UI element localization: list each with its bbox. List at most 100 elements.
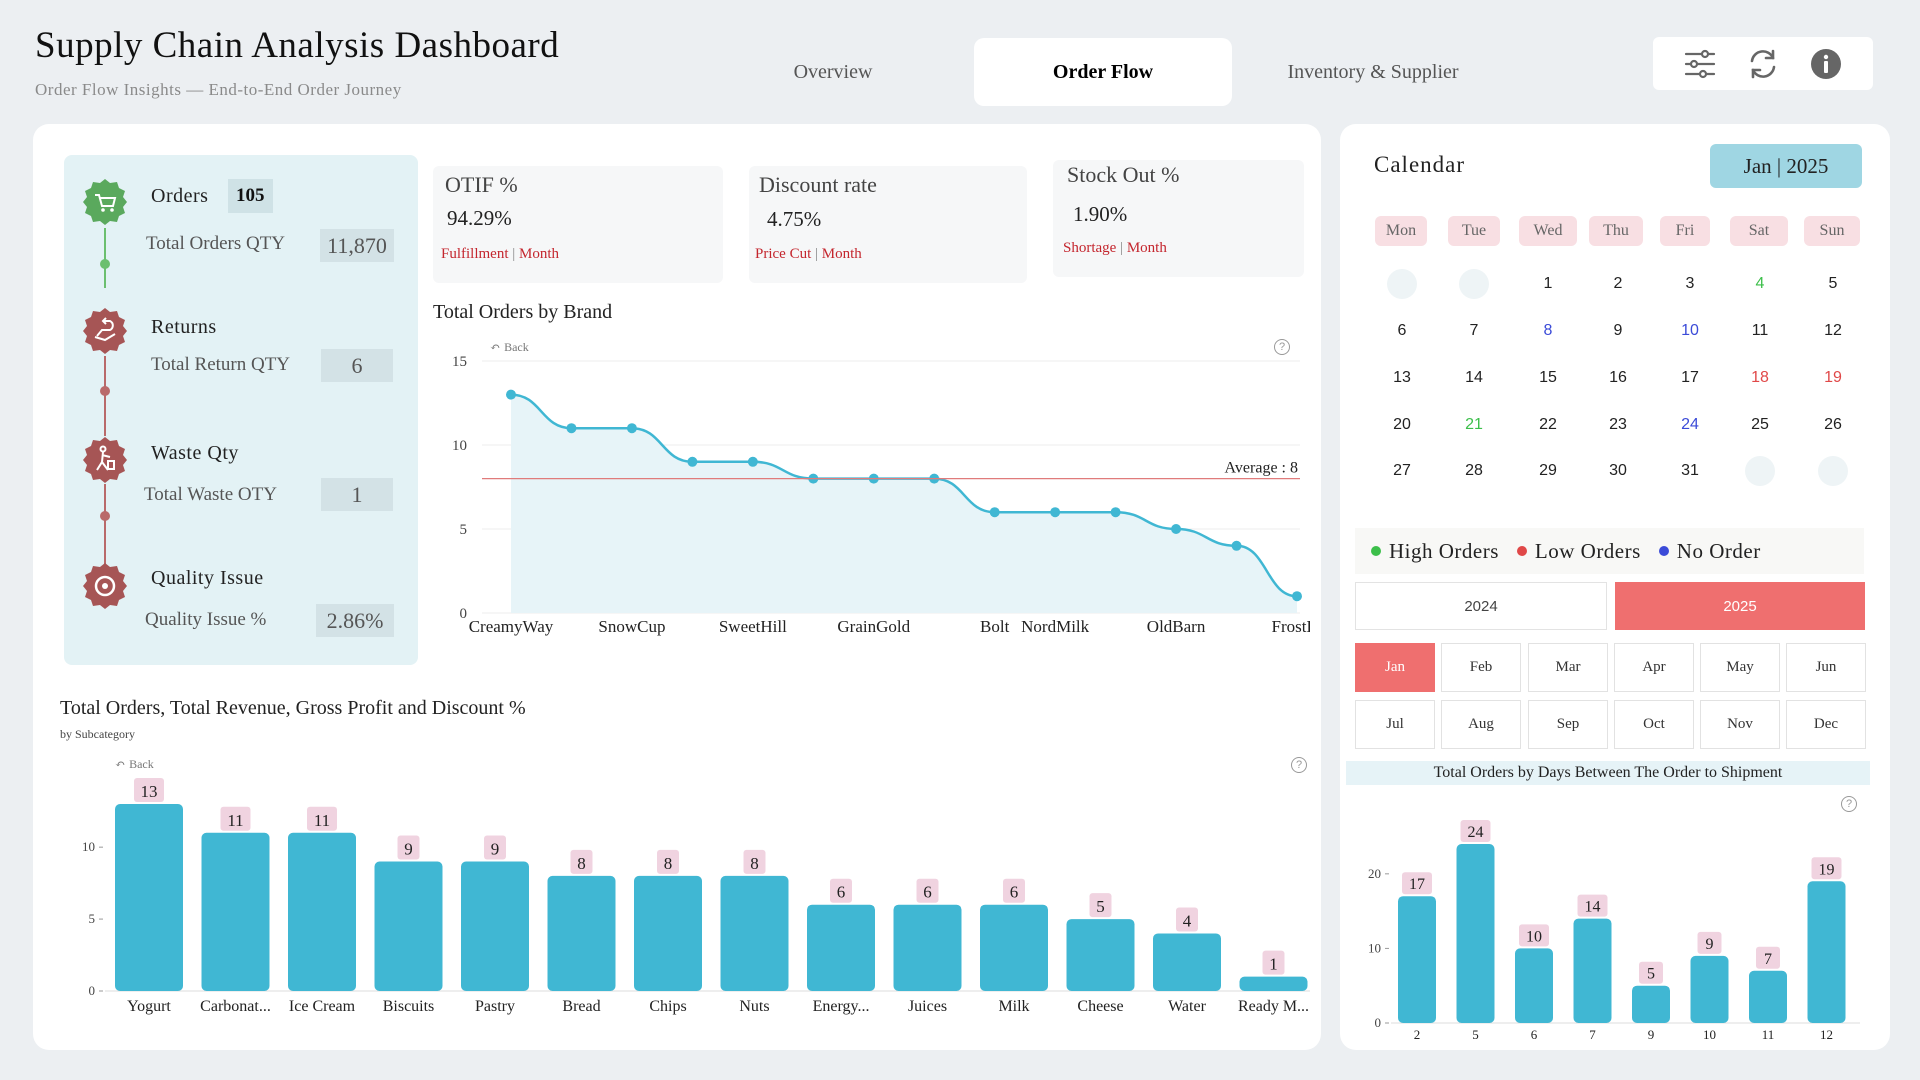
tab-overview[interactable]: Overview [793,60,873,83]
year-button-2024[interactable]: 2024 [1355,582,1607,630]
total-waste-value: 1 [321,478,393,511]
weekday-sat: Sat [1730,216,1788,246]
calendar-day[interactable]: 7 [1469,322,1479,339]
data-label: 8 [750,854,759,873]
calendar-day[interactable]: 11 [1751,322,1769,339]
month-button-jun[interactable]: Jun [1786,643,1866,692]
y-tick-label: 20 [1368,866,1381,881]
calendar-day[interactable]: 28 [1465,462,1483,479]
legend-high: High Orders [1371,539,1499,564]
timeline-connector [104,228,106,288]
calendar-day[interactable]: 10 [1681,322,1699,339]
subcat-back-button[interactable]: ↶ Back [115,757,154,771]
brand-help-icon[interactable]: ? [1274,339,1290,355]
bar [547,875,616,991]
month-button-apr[interactable]: Apr [1614,643,1694,692]
calendar-day[interactable]: 14 [1465,369,1483,386]
ship-help-icon[interactable]: ? [1841,796,1857,812]
filter-sliders-icon[interactable] [1680,44,1720,84]
x-tick-label: Milk [998,998,1029,1015]
calendar-day[interactable]: 22 [1539,416,1557,433]
x-tick-label: 6 [1531,1027,1538,1042]
kpi-card-stockout: Stock Out % 1.90% Shortage | Month [1053,160,1304,277]
calendar-day[interactable]: 3 [1685,275,1695,292]
calendar-day[interactable]: 6 [1397,322,1407,339]
month-button-may[interactable]: May [1700,643,1780,692]
month-button-sep[interactable]: Sep [1528,700,1608,749]
calendar-day[interactable]: 27 [1393,462,1411,479]
kpi-card-title: Stock Out % [1067,162,1180,187]
data-label: 1 [1269,955,1278,974]
x-tick-label: SnowCup [598,617,665,636]
legend-dot [1516,546,1527,556]
bar [1749,970,1787,1023]
calendar-month-selector[interactable]: Jan | 2025 [1710,144,1862,188]
calendar-day[interactable]: 18 [1751,369,1769,386]
calendar-day[interactable]: 29 [1539,462,1557,479]
month-button-aug[interactable]: Aug [1441,700,1521,749]
month-button-nov[interactable]: Nov [1700,700,1780,749]
data-label-bg [1460,820,1491,842]
calendar-day[interactable]: 9 [1613,322,1623,339]
year-button-2025[interactable]: 2025 [1615,582,1865,630]
subcat-help-icon[interactable]: ? [1291,757,1307,773]
month-button-jul[interactable]: Jul [1355,700,1435,749]
data-label: 5 [1647,966,1655,983]
calendar-day[interactable]: 19 [1824,369,1842,386]
data-label-bg [830,878,852,903]
calendar-day[interactable]: 2 [1613,275,1623,292]
refresh-icon[interactable] [1743,44,1783,84]
calendar-day[interactable]: 20 [1393,416,1411,433]
calendar-day[interactable]: 1 [1543,275,1553,292]
calendar-day[interactable]: 25 [1751,416,1769,433]
calendar-day[interactable]: 31 [1681,462,1699,479]
info-icon[interactable] [1806,44,1846,84]
calendar-day[interactable]: 12 [1824,322,1842,339]
calendar-day[interactable]: 15 [1539,369,1557,386]
x-tick-label: 11 [1762,1027,1775,1042]
month-button-feb[interactable]: Feb [1441,643,1521,692]
x-tick-label: Bread [562,998,600,1015]
calendar-day[interactable]: 21 [1465,416,1483,433]
month-button-oct[interactable]: Oct [1614,700,1694,749]
month-button-jan[interactable]: Jan [1355,643,1435,692]
kpi-card-discount: Discount rate 4.75% Price Cut | Month [749,166,1027,283]
calendar-day[interactable]: 5 [1828,275,1838,292]
total-return-value: 6 [321,349,393,382]
data-label: 6 [837,883,846,902]
calendar-day[interactable]: 26 [1824,416,1842,433]
bar [1573,918,1612,1023]
x-tick-label: Biscuits [383,998,435,1015]
month-button-mar[interactable]: Mar [1528,643,1608,692]
data-label-bg [1639,961,1663,984]
calendar-day[interactable]: 23 [1609,416,1627,433]
calendar-day[interactable]: 24 [1681,416,1699,433]
calendar-day[interactable]: 30 [1609,462,1627,479]
data-label: 13 [141,782,158,801]
data-point [566,423,577,434]
y-tick-label: 10 [452,438,467,454]
returns-icon [80,306,130,356]
data-label-bg [1697,931,1722,954]
brand-back-button[interactable]: ↶ Back [490,340,529,354]
y-tick-label: 0 [89,983,96,998]
calendar-title: Calendar [1374,152,1466,177]
quality-pct-label: Quality Issue % [145,609,267,630]
legend-dot [1371,546,1381,556]
calendar-day[interactable]: 16 [1609,369,1627,386]
calendar-day[interactable]: 4 [1755,275,1765,292]
data-point [687,456,698,467]
tab-order-flow[interactable]: Order Flow [974,38,1232,106]
data-label: 11 [227,811,243,830]
calendar-day[interactable]: 17 [1681,369,1699,386]
x-tick-label: Ice Cream [289,998,356,1015]
tab-inventory-supplier[interactable]: Inventory & Supplier [1287,60,1459,83]
month-button-dec[interactable]: Dec [1786,700,1866,749]
calendar-day[interactable]: 8 [1543,322,1553,339]
x-tick-label: Cheese [1077,998,1123,1015]
x-tick-label: Bolt [980,617,1010,636]
x-tick-label: OldBarn [1147,617,1206,636]
bar [1066,919,1135,991]
calendar-day-empty [1387,269,1417,299]
calendar-day[interactable]: 13 [1393,369,1411,386]
